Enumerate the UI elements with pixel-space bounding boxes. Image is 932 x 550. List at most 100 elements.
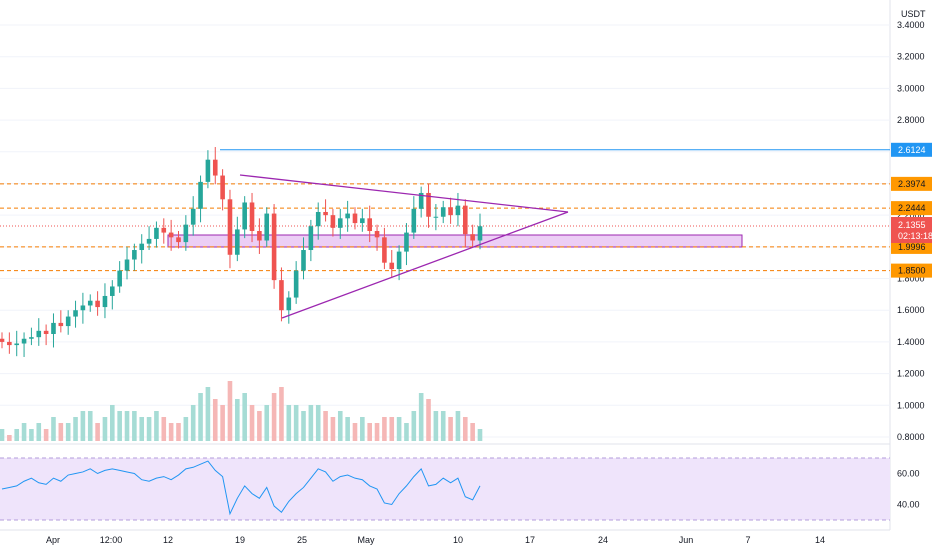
- volume-bar: [183, 417, 189, 441]
- volume-bar: [102, 417, 108, 441]
- volume-bar: [168, 423, 174, 441]
- candle-body: [117, 270, 122, 287]
- volume-bar: [117, 411, 122, 441]
- volume-bar: [279, 387, 284, 441]
- volume-bar: [352, 423, 358, 441]
- price-tick-label: 0.8000: [897, 432, 925, 442]
- volume-bar: [440, 411, 446, 441]
- volume-bar: [95, 423, 100, 441]
- volume-bar: [29, 429, 34, 441]
- volume-bar: [286, 405, 292, 441]
- volume-bar: [396, 417, 402, 441]
- volume-bar: [212, 399, 218, 441]
- candle-body: [396, 251, 402, 270]
- candle-body: [146, 238, 152, 244]
- candle-body: [337, 218, 343, 228]
- candle-body: [418, 192, 424, 209]
- candle-body: [124, 259, 130, 271]
- candle-body: [374, 231, 380, 238]
- volume-bar: [389, 417, 395, 441]
- candle-body: [154, 227, 159, 239]
- volume-bar: [315, 405, 321, 441]
- volume-bar: [477, 429, 483, 441]
- candle-body: [242, 202, 247, 230]
- candle-body: [301, 250, 306, 271]
- volume-bar: [330, 417, 336, 441]
- candle-body: [235, 229, 240, 255]
- candle-body: [345, 213, 350, 219]
- current-price-tag: 2.1355 02:13:18: [891, 217, 932, 243]
- volume-bar: [43, 429, 49, 441]
- rsi-line: [1, 460, 481, 516]
- volume-bar: [205, 387, 211, 441]
- candle-body: [448, 207, 453, 216]
- volume-bar: [360, 417, 365, 441]
- triangle-pattern[interactable]: [239, 174, 569, 319]
- volume-bar: [124, 411, 130, 441]
- price-tick-label: 2.8000: [897, 115, 925, 125]
- horizontal-levels: [0, 149, 890, 272]
- volume-bar: [293, 405, 299, 441]
- volume-bar: [198, 393, 203, 441]
- current-price-label: 2.1355: [898, 220, 926, 230]
- rsi-axis: 60.00 40.00: [897, 469, 920, 510]
- volume-bar: [87, 411, 93, 441]
- price-tag-bg: [891, 263, 932, 278]
- price-tick-label: 3.2000: [897, 52, 925, 62]
- volume-bar: [271, 393, 277, 441]
- candle-body: [0, 338, 5, 342]
- candle-body: [65, 316, 71, 327]
- candle-body: [352, 213, 358, 224]
- candle-body: [110, 286, 115, 296]
- time-tick-label: 25: [297, 535, 307, 545]
- price-tag-label: 2.6124: [898, 145, 926, 155]
- candle-body: [58, 322, 64, 327]
- currency-label: USDT: [901, 9, 926, 19]
- candle-body: [102, 295, 108, 308]
- candle-body: [404, 232, 409, 252]
- volume-bar: [323, 411, 328, 441]
- time-tick-label: May: [357, 535, 375, 545]
- candle-body: [382, 237, 387, 263]
- volume-bar: [132, 411, 137, 441]
- volume-bar: [73, 417, 78, 441]
- triangle-upper-trendline[interactable]: [239, 174, 569, 213]
- volume-bar: [235, 399, 240, 441]
- candle-body: [360, 218, 365, 224]
- volume-bar: [7, 435, 12, 441]
- volume-bar: [404, 423, 409, 441]
- candle-body: [73, 310, 78, 317]
- volume-bar: [462, 417, 468, 441]
- volume-bar: [51, 417, 56, 441]
- candle-body: [227, 199, 233, 255]
- demand-zone-rectangle[interactable]: [167, 234, 743, 248]
- volume-bar: [301, 411, 306, 441]
- volume-bar: [21, 423, 27, 441]
- candle-body: [470, 234, 475, 241]
- candle-body: [330, 215, 336, 228]
- time-tick-label: 17: [525, 535, 535, 545]
- time-tick-label: 19: [235, 535, 245, 545]
- candle-body: [315, 211, 321, 227]
- candle-body: [161, 227, 167, 233]
- candle-body: [198, 181, 203, 209]
- candle-body: [293, 270, 299, 298]
- price-tag-bg: [891, 201, 932, 216]
- volume-bars: [0, 381, 483, 441]
- price-tick-label: 1.6000: [897, 305, 925, 315]
- volume-bar: [337, 411, 343, 441]
- volume-bar: [110, 405, 115, 441]
- price-tick-label: 1.8000: [897, 274, 925, 284]
- price-tick-label: 3.0000: [897, 83, 925, 93]
- price-tag-label: 1.8500: [898, 266, 926, 276]
- volume-bar: [154, 411, 159, 441]
- candle-body: [80, 305, 86, 311]
- price-tag-bg: [891, 239, 932, 254]
- time-axis[interactable]: Apr 12:00 12 19 25 May 10 17 24 Jun 7 14: [46, 535, 825, 545]
- triangle-lower-trendline[interactable]: [281, 211, 569, 319]
- volume-bar: [257, 411, 262, 441]
- candle-body: [212, 159, 218, 176]
- volume-bar: [36, 423, 42, 441]
- rsi-band: [0, 458, 890, 520]
